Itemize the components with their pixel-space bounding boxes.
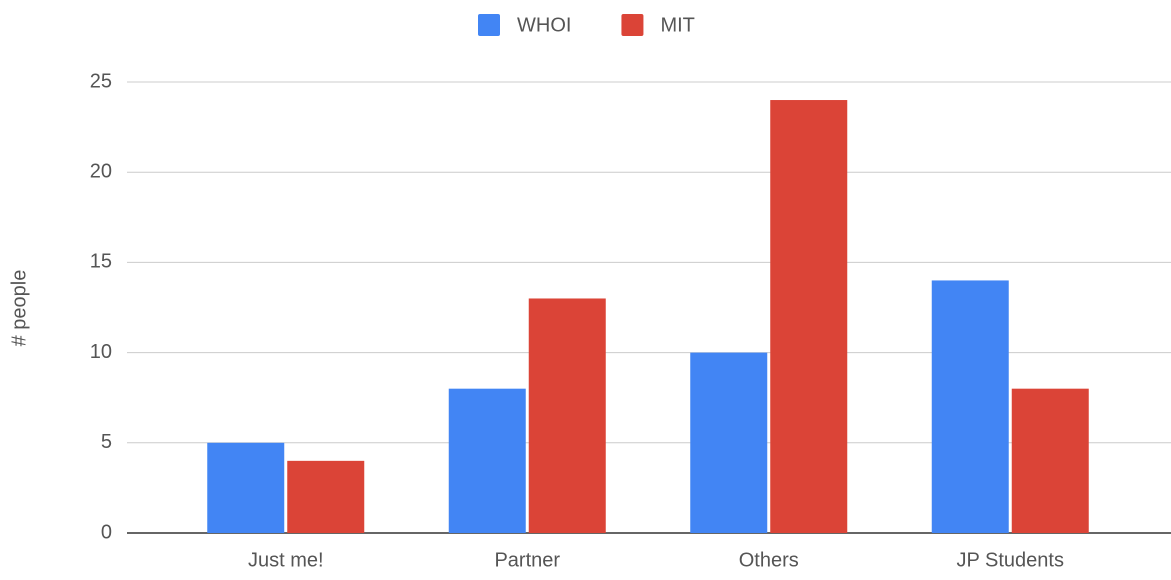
x-tick-label: Just me! bbox=[248, 549, 324, 571]
bar bbox=[528, 298, 606, 533]
bar bbox=[1011, 388, 1089, 533]
x-tick-label: JP Students bbox=[957, 549, 1064, 571]
bar bbox=[287, 460, 365, 533]
x-tick-label: Partner bbox=[494, 549, 560, 571]
y-tick-label: 10 bbox=[90, 341, 112, 363]
x-tick-label: Others bbox=[739, 549, 799, 571]
y-tick-label: 25 bbox=[90, 70, 112, 92]
bar bbox=[931, 280, 1009, 533]
legend-label: MIT bbox=[660, 14, 694, 36]
legend-swatch bbox=[478, 14, 500, 36]
legend-swatch bbox=[621, 14, 644, 36]
bar bbox=[770, 100, 848, 533]
legend-label: WHOI bbox=[517, 14, 571, 36]
y-tick-label: 15 bbox=[90, 251, 112, 273]
y-axis-label: # people bbox=[8, 270, 30, 347]
bar bbox=[690, 352, 768, 533]
y-tick-label: 20 bbox=[90, 160, 112, 182]
y-tick-label: 5 bbox=[101, 431, 112, 453]
y-tick-label: 0 bbox=[101, 521, 112, 543]
bar bbox=[448, 388, 526, 533]
bar bbox=[207, 442, 285, 533]
